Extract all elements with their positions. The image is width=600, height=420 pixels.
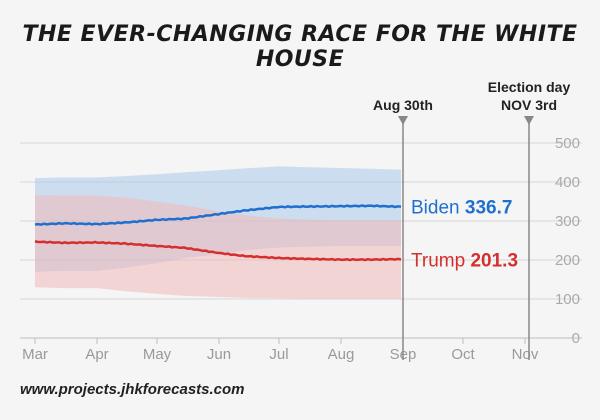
y-tick-label: 200: [555, 252, 580, 269]
x-tick-label: Aug: [328, 346, 355, 363]
x-tick-label: Apr: [85, 346, 108, 363]
x-tick-label: Mar: [22, 346, 48, 363]
footer-url[interactable]: www.projects.jhkforecasts.com: [20, 381, 245, 398]
y-tick-label: 300: [555, 213, 580, 230]
marker-label: Election day: [488, 79, 571, 95]
trump-value: 201.3: [470, 250, 518, 271]
marker-label: Aug 30th: [373, 97, 433, 113]
y-tick-label: 400: [555, 174, 580, 191]
marker-arrow: [398, 116, 408, 125]
trump-end-label: Trump 201.3: [411, 250, 518, 271]
y-tick-label: 100: [555, 291, 580, 308]
biden-end-label: Biden 336.7: [411, 198, 512, 219]
biden-line: [34, 204, 402, 226]
x-tick-label: Oct: [451, 346, 475, 363]
x-tick-label: May: [143, 346, 172, 363]
trump-name: Trump: [411, 250, 470, 271]
x-tick-label: Jul: [269, 346, 288, 363]
marker-arrow: [524, 116, 534, 125]
biden-value: 336.7: [465, 198, 513, 219]
trump-line: [34, 240, 402, 262]
chart-title: THE EVER-CHANGING RACE FOR THE WHITE HOU…: [22, 22, 578, 72]
x-tick-label: Jun: [207, 346, 231, 363]
x-tick-label: Nov: [512, 346, 539, 363]
marker-label: NOV 3rd: [501, 97, 557, 113]
y-tick-label: 500: [555, 135, 580, 152]
biden-name: Biden: [411, 198, 465, 219]
